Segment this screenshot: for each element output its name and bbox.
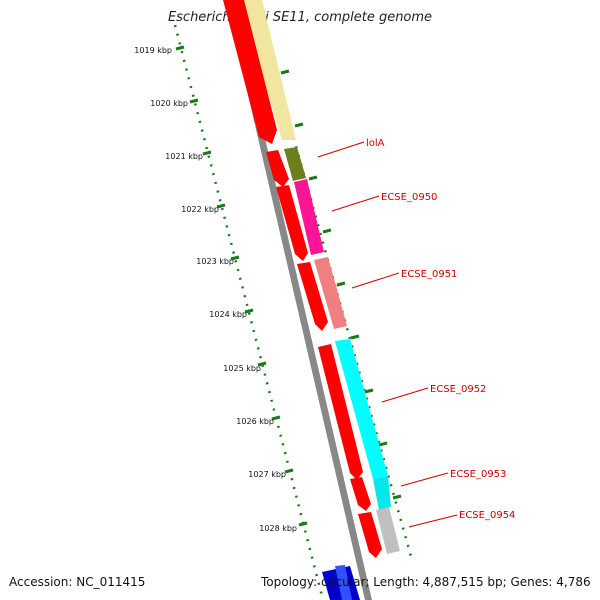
label-leader — [400, 472, 449, 487]
ruler-label: 1025 kbp — [223, 364, 261, 373]
upstream-feature-block — [240, 0, 296, 140]
ruler-label: 1020 kbp — [150, 99, 188, 108]
feature-ECSE_0952 — [335, 339, 388, 479]
feature-ECSE_0954 — [376, 507, 400, 554]
feature-lolA — [284, 147, 306, 181]
backbone-line — [226, 0, 372, 600]
cds-arrow — [266, 150, 289, 187]
label-leader — [331, 195, 380, 212]
feature-ECSE_0950 — [294, 179, 324, 255]
ruler-label: 1024 kbp — [209, 310, 247, 319]
ruler-label: 1023 kbp — [196, 257, 234, 266]
gene-label-ECSE_0951: ECSE_0951 — [401, 269, 457, 280]
feature-ECSE_0951 — [314, 257, 347, 329]
gene-label-lolA: lolA — [366, 138, 385, 149]
bottom-feature-highlight — [335, 565, 352, 600]
cds-arrow — [358, 512, 382, 558]
cds-arrows — [223, 0, 382, 558]
cds-arrow — [350, 477, 371, 511]
cds-arrow — [318, 344, 363, 480]
label-leader — [408, 514, 458, 528]
feature-ECSE_0953 — [373, 476, 391, 510]
ruler-label: 1027 kbp — [248, 470, 286, 479]
ruler-label: 1028 kbp — [259, 524, 297, 533]
ruler-label: 1022 kbp — [181, 205, 219, 214]
cds-arrow — [223, 0, 277, 144]
gene-label-ECSE_0952: ECSE_0952 — [430, 384, 486, 395]
label-leader — [317, 141, 365, 158]
cds-arrow — [297, 262, 328, 331]
ruler-label: 1026 kbp — [236, 417, 274, 426]
ruler-major-ticks — [175, 45, 308, 527]
outer-track-ticks — [280, 69, 402, 500]
gene-label-ECSE_0954: ECSE_0954 — [459, 510, 515, 521]
label-leader — [381, 387, 429, 403]
topology-text: Topology: circular; Length: 4,887,515 bp… — [261, 575, 591, 589]
ruler-label: 1021 kbp — [165, 152, 203, 161]
ruler-label: 1019 kbp — [134, 46, 172, 55]
accession-text: Accession: NC_011415 — [9, 575, 146, 589]
gene-label-ECSE_0950: ECSE_0950 — [381, 192, 437, 203]
label-leader — [351, 272, 400, 289]
gene-label-ECSE_0953: ECSE_0953 — [450, 469, 506, 480]
cds-arrow — [276, 185, 308, 261]
